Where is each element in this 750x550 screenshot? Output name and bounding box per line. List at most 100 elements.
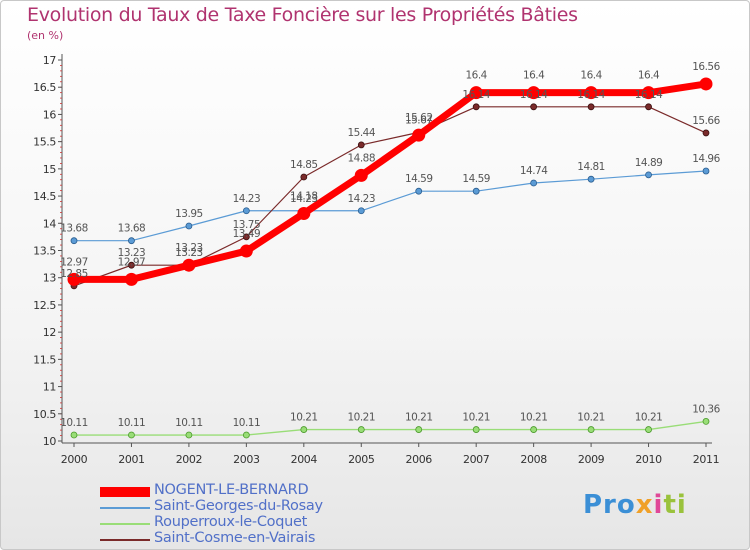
x-tick-label: 2002 [176,453,202,466]
data-point [472,426,480,433]
data-label: 14.89 [635,157,663,169]
data-point [357,207,365,215]
y-tick-label: 13 [43,272,57,285]
series-line-3 [73,106,707,287]
data-label: 13.95 [175,208,203,220]
x-tick-label: 2010 [635,453,662,466]
data-label: 13.49 [233,228,261,240]
data-point [357,141,365,149]
data-point [300,426,308,433]
data-label: 14.74 [520,165,548,177]
data-label: 13.68 [60,223,88,235]
y-tick-label: 13.5 [33,245,56,258]
data-point [530,179,538,187]
series-line-2 [74,420,707,436]
data-label: 10.21 [347,412,375,424]
y-tick-label: 12.5 [33,299,56,312]
data-point [128,237,135,245]
data-label: 13.75 [233,219,261,231]
data-point [469,86,483,100]
data-label: 10.21 [635,412,663,424]
data-label: 16.14 [635,89,663,101]
axes: 10 10.5 11 11.5 12 12.5 13 13.5 14 14.5 15 15.5 16 16… [33,54,720,466]
y-tick-label: 15.5 [33,136,56,149]
x-tick-label: 2000 [61,453,88,466]
chart-unit: (en %) [27,29,64,42]
data-label: 14.85 [290,159,318,171]
data-point [185,222,193,230]
data-label: 10.21 [290,412,318,424]
data-label: 10.11 [233,417,261,429]
y-tick-label: 14 [43,217,57,230]
legend-label: NOGENT-LE-BERNARD [154,482,309,498]
data-point [584,86,598,100]
data-label: 16.56 [692,61,720,73]
data-label: 16.14 [520,89,548,101]
y-tick-label: 10 [43,435,57,448]
data-point [702,167,710,175]
y-tick-label: 16 [43,108,57,121]
data-label: 16.14 [462,89,490,101]
data-point [702,418,710,425]
data-label: 15.66 [692,115,720,127]
data-label: 13.23 [118,247,146,259]
y-tick-label: 12 [43,326,56,339]
data-point [472,103,480,111]
x-tick-label: 2006 [406,453,433,466]
data-point [699,77,713,91]
data-label: 12.85 [60,268,88,280]
data-point [128,431,135,439]
logo-letters: i [653,490,664,520]
data-point [415,426,423,433]
data-label: 10.21 [405,412,433,424]
x-tick-label: 2003 [233,453,260,466]
data-label: 13.68 [118,223,146,235]
logo-letters: ti [663,490,687,520]
data-point [530,103,538,111]
data-label: 16.4 [638,70,660,82]
y-tick-label: 11 [43,381,56,394]
data-point [415,187,423,195]
data-point [412,128,426,142]
data-point [357,426,365,433]
data-point [587,426,595,433]
data-label: 15.44 [347,127,375,139]
data-label: 10.36 [692,403,720,415]
x-tick-label: 2011 [693,453,719,466]
data-label: 14.88 [347,152,375,164]
data-label: 14.81 [577,161,605,173]
data-point [300,173,308,181]
x-tick-label: 2008 [520,453,547,466]
data-point [702,129,710,137]
data-point [645,426,652,433]
series-layer [67,77,713,439]
data-label: 16.4 [580,70,602,82]
legend-swatch [100,507,150,509]
data-point [527,86,541,100]
data-label: 14.59 [405,173,433,185]
data-label: 16.14 [577,89,605,101]
data-label: 12.97 [60,256,88,268]
data-label: 10.11 [118,417,146,429]
y-tick-label: 15 [43,163,57,176]
data-point [70,431,78,439]
data-point [242,233,250,241]
data-point [124,272,138,286]
x-tick-label: 2001 [118,453,144,466]
data-point [239,244,253,258]
legend-label: Saint-Georges-du-Rosay [154,498,323,514]
proxiti-logo: Proxiti [583,490,687,520]
line-chart: 10 10.5 11 11.5 12 12.5 13 13.5 14 14.5 15 15.5 16 16… [33,54,721,466]
data-point [642,86,656,100]
y-tick-label: 10.5 [33,408,56,421]
data-label: 14.96 [692,153,720,165]
y-tick-label: 16.5 [33,81,56,94]
data-point [185,431,193,439]
data-label: 10.11 [175,417,203,429]
legend-label: Saint-Cosme-en-Vairais [154,530,316,546]
data-label: 14.18 [290,190,318,202]
data-label: 13.23 [175,242,203,254]
data-point [472,187,480,195]
data-point [645,103,652,111]
